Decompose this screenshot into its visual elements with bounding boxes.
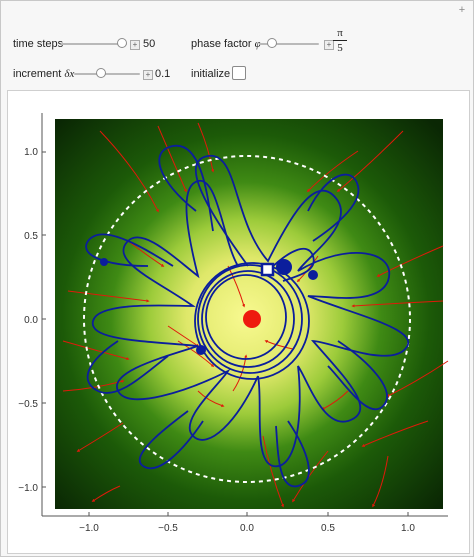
phase-factor-value: π 5 <box>333 27 347 54</box>
slider-track <box>259 43 319 45</box>
particle-marker <box>100 258 108 266</box>
initialize-checkbox[interactable] <box>232 66 246 80</box>
x-axis-ticks: −1.0 −0.5 0.0 0.5 1.0 <box>79 512 415 534</box>
slider-thumb[interactable] <box>267 38 277 48</box>
phase-factor-text: phase factor <box>191 38 252 50</box>
y-tick-label: −0.5 <box>18 399 38 410</box>
phase-factor-slider[interactable] <box>259 37 319 51</box>
increment-label: increment δx <box>13 68 74 80</box>
y-tick-label: 1.0 <box>24 147 38 158</box>
particle-marker <box>308 270 318 280</box>
time-steps-expand-icon[interactable]: + <box>130 40 140 50</box>
phase-factor-label: phase factor φ <box>191 38 261 50</box>
x-tick-label: 0.5 <box>321 523 335 534</box>
y-tick-label: 0.0 <box>24 315 38 326</box>
increment-value: 0.1 <box>155 68 171 80</box>
center-point <box>243 310 261 328</box>
expand-plus-icon[interactable]: + <box>458 4 466 16</box>
x-tick-label: 0.0 <box>240 523 254 534</box>
slider-track <box>61 43 127 45</box>
y-tick-label: 0.5 <box>24 231 38 242</box>
boundary-circle <box>83 155 411 483</box>
plot-panel: 1.0 0.5 0.0 −0.5 −1.0 −1.0 −0.5 0.0 0.5 … <box>7 90 470 554</box>
increment-expand-icon[interactable]: + <box>143 70 153 80</box>
particle-marker <box>276 259 292 275</box>
y-tick-label: −1.0 <box>18 483 38 494</box>
time-steps-slider[interactable] <box>61 37 127 51</box>
phase-factor-expand-icon[interactable]: + <box>324 40 334 50</box>
y-axis-ticks: 1.0 0.5 0.0 −0.5 −1.0 <box>18 147 46 494</box>
increment-text: increment <box>13 68 62 80</box>
slider-thumb[interactable] <box>96 68 106 78</box>
time-steps-value: 50 <box>143 38 156 50</box>
increment-slider[interactable] <box>74 67 140 81</box>
slider-thumb[interactable] <box>117 38 127 48</box>
x-tick-label: 1.0 <box>401 523 415 534</box>
initialize-label: initialize <box>191 68 231 80</box>
x-tick-label: −0.5 <box>158 523 178 534</box>
phase-plot: 1.0 0.5 0.0 −0.5 −1.0 −1.0 −0.5 0.0 0.5 … <box>18 113 449 534</box>
phase-denominator: 5 <box>337 42 343 54</box>
x-tick-label: −1.0 <box>79 523 99 534</box>
time-steps-label: time steps <box>13 38 64 50</box>
slider-track <box>74 73 140 75</box>
phase-factor-symbol: φ <box>254 38 261 50</box>
increment-symbol: δx <box>64 68 75 80</box>
start-marker <box>260 262 275 277</box>
trajectories <box>85 145 410 488</box>
phase-numerator: π <box>337 27 343 39</box>
particle-marker <box>196 345 206 355</box>
axes-frame <box>41 113 448 517</box>
